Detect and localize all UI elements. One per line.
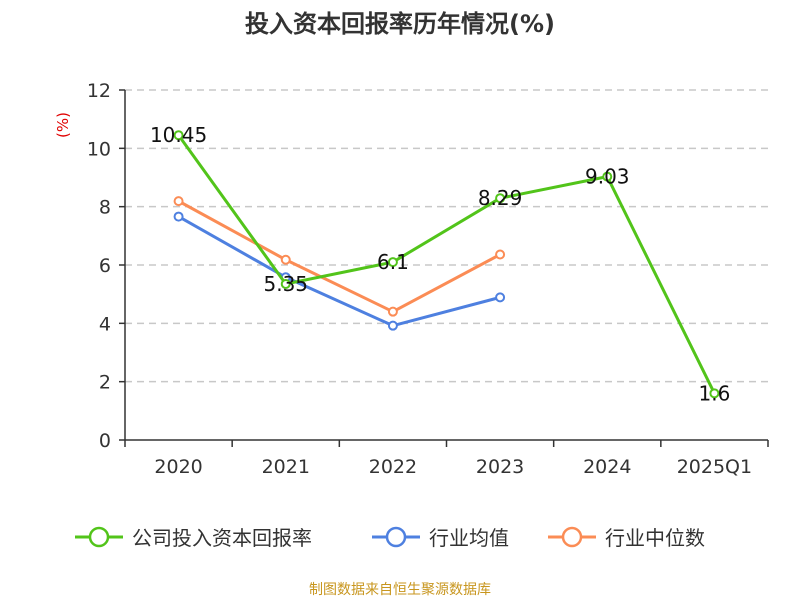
y-tick-label: 6: [99, 255, 111, 277]
x-tick-label: 2025Q1: [677, 456, 752, 478]
data-point[interactable]: [602, 171, 613, 182]
data-point[interactable]: [173, 211, 184, 222]
data-label: 8.29: [478, 186, 523, 210]
series-行业均值: [173, 211, 506, 331]
data-label: 5.35: [263, 272, 308, 296]
data-point[interactable]: [495, 292, 506, 303]
y-tick-label: 8: [99, 197, 111, 219]
legend-label: 行业均值: [429, 526, 509, 550]
data-label: 9.03: [585, 165, 630, 189]
series-line: [177, 199, 501, 314]
legend-marker-icon: [88, 526, 110, 548]
data-point[interactable]: [495, 193, 506, 204]
series-公司投入资本回报率: [173, 130, 720, 399]
y-tick-label: 2: [99, 372, 111, 394]
data-point[interactable]: [387, 306, 398, 317]
legend-item[interactable]: 公司投入资本回报率: [75, 526, 312, 550]
y-tick-label: 4: [99, 313, 111, 335]
data-point[interactable]: [280, 278, 291, 289]
y-tick-label: 12: [87, 80, 111, 102]
series-line: [177, 215, 501, 328]
x-tick-label: 2022: [369, 456, 417, 478]
legend-item[interactable]: 行业中位数: [548, 526, 705, 550]
data-point[interactable]: [387, 320, 398, 331]
data-label: 10.45: [150, 123, 207, 147]
data-point[interactable]: [173, 130, 184, 141]
data-point[interactable]: [495, 249, 506, 260]
data-point[interactable]: [280, 254, 291, 265]
data-point[interactable]: [709, 388, 720, 399]
data-point[interactable]: [387, 257, 398, 268]
legend-marker-icon: [561, 526, 583, 548]
legend-item[interactable]: 行业均值: [372, 526, 509, 550]
x-tick-label: 2020: [154, 456, 202, 478]
x-tick-label: 2023: [476, 456, 524, 478]
x-tick-label: 2021: [262, 456, 310, 478]
chart-title: 投入资本回报率历年情况(%): [245, 10, 555, 38]
series-line: [177, 134, 716, 394]
data-point[interactable]: [173, 196, 184, 207]
x-tick-label: 2024: [583, 456, 631, 478]
legend-label: 公司投入资本回报率: [132, 526, 312, 550]
legend-marker-icon: [385, 526, 407, 548]
data-label: 6.1: [377, 250, 409, 274]
legend-label: 行业中位数: [605, 526, 705, 550]
series-行业中位数: [173, 196, 506, 317]
y-tick-label: 0: [99, 430, 111, 452]
data-label: 1.6: [699, 381, 731, 405]
source-note: 制图数据来自恒生聚源数据库: [309, 582, 491, 598]
y-tick-label: 10: [87, 138, 111, 160]
y-axis-unit: (%): [54, 112, 72, 138]
